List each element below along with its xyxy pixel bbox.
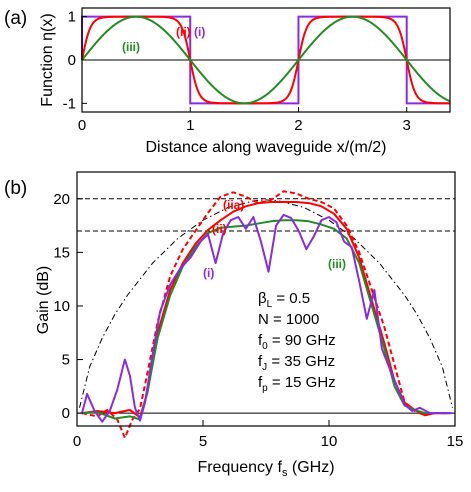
panel-b-xtick-label: 5 bbox=[199, 433, 207, 450]
panel-b-plot-area bbox=[77, 190, 455, 439]
panel-b-series-i bbox=[81, 213, 453, 423]
panel-b-label-ii: (ii) bbox=[212, 222, 227, 236]
panel-a-label: (a) bbox=[4, 8, 27, 29]
panel-b-axes: 0 5 10 15 0 5 10 15 20 bbox=[53, 191, 463, 450]
panel-b-param-line: fp = 15 GHz bbox=[258, 374, 336, 394]
panel-b-xlabel-unit: (GHz) bbox=[287, 459, 334, 476]
panel-b-xtick-label: 0 bbox=[73, 433, 81, 450]
panel-a-xlabel: Distance along waveguide x/(m/2) bbox=[145, 139, 386, 156]
panel-b-param-value: = 35 GHz bbox=[267, 353, 335, 370]
panel-b-ylabel: Gain (dB) bbox=[35, 266, 52, 334]
panel-b-xlabel: Frequency fs (GHz) bbox=[197, 459, 334, 479]
panel-a-label-ii: (ii) bbox=[176, 25, 191, 39]
panel-b-param-sub: J bbox=[262, 362, 267, 373]
panel-b-series-iia bbox=[81, 190, 450, 439]
panel-a-ylabel: Function η(x) bbox=[39, 13, 56, 106]
panel-b-param-main: β bbox=[258, 290, 267, 307]
panel-b-ytick-label: 20 bbox=[53, 191, 70, 208]
panel-b-xlabel-main: Frequency f bbox=[197, 459, 282, 476]
panel-b-param-value: = 0.5 bbox=[272, 290, 310, 307]
panel-b-series-envelope bbox=[79, 199, 453, 408]
panel-b-label-iia: (iia) bbox=[223, 198, 244, 212]
panel-a-label-i: (i) bbox=[194, 25, 205, 39]
panel-a: (a) 0 1 2 3-101 Distance along waveguide x/… bbox=[4, 7, 451, 156]
panel-a-xtick-label: 3 bbox=[403, 117, 411, 134]
panel-a-axes: 0 1 2 3-101 bbox=[63, 9, 411, 134]
panel-b-ytick-label: 0 bbox=[62, 405, 70, 422]
panel-b-param-value: = 90 GHz bbox=[268, 332, 336, 349]
panel-a-xtick-label: 1 bbox=[186, 117, 194, 134]
panel-b-ytick-label: 10 bbox=[53, 298, 70, 315]
panel-a-xtick-label: 0 bbox=[78, 117, 86, 134]
panel-a-ytick-label: 0 bbox=[68, 52, 76, 69]
panel-b-xlabel-sub: s bbox=[282, 467, 288, 479]
panel-b-param-line: N = 1000 bbox=[258, 311, 319, 328]
panel-a-ytick-label: -1 bbox=[63, 95, 76, 112]
panel-b-param-value: = 15 GHz bbox=[268, 374, 336, 391]
panel-b-ytick-label: 15 bbox=[53, 244, 70, 261]
panel-a-plot-area bbox=[81, 15, 451, 105]
panel-a-label-iii: (iii) bbox=[122, 40, 140, 54]
panel-b-label: (b) bbox=[4, 178, 27, 199]
panel-b-param-main: f bbox=[258, 353, 263, 370]
panel-b-param-main: f bbox=[258, 332, 263, 349]
panel-b-xtick-label: 10 bbox=[321, 433, 338, 450]
panel-b-label-iii: (iii) bbox=[328, 257, 346, 271]
panel-b-param-sub: L bbox=[267, 299, 273, 310]
panel-a-ytick-label: 1 bbox=[68, 9, 76, 26]
panel-b-param-line: f0 = 90 GHz bbox=[258, 332, 336, 352]
panel-b-param-main: N = 1000 bbox=[258, 311, 319, 328]
panel-b-xtick-label: 15 bbox=[447, 433, 464, 450]
panel-b-ytick-label: 5 bbox=[62, 352, 70, 369]
panel-a-series-iii bbox=[81, 15, 451, 105]
panel-b: (b) 0 5 10 15 0 5 10 15 20 Frequency fs (GHz) Ga… bbox=[4, 171, 463, 479]
panel-b-param-line: fJ = 35 GHz bbox=[258, 353, 335, 373]
panel-b-param-line: βL = 0.5 bbox=[258, 290, 310, 310]
panel-a-xtick-label: 2 bbox=[294, 117, 302, 134]
panel-b-param-sub: 0 bbox=[262, 341, 268, 352]
panel-b-param-sub: p bbox=[262, 383, 268, 394]
panel-b-param-main: f bbox=[258, 374, 263, 391]
panel-b-label-i: (i) bbox=[203, 266, 214, 280]
panel-b-frame bbox=[76, 171, 456, 427]
